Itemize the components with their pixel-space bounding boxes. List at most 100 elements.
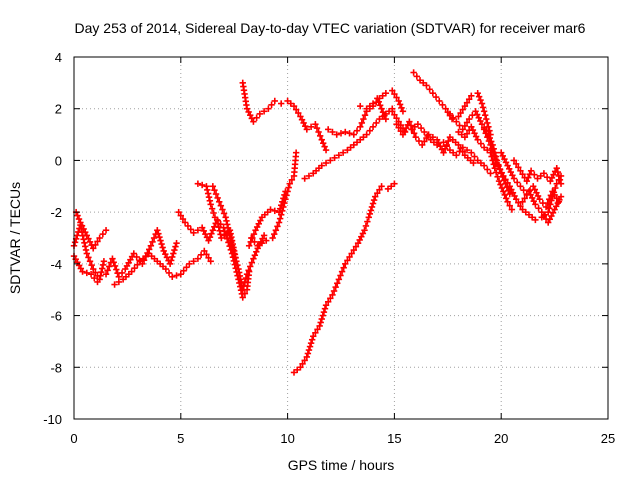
data-point [491,152,498,159]
data-point [110,259,117,266]
data-point [517,167,524,174]
data-point [162,250,169,258]
data-point [475,93,483,100]
x-tick-label: 0 [70,431,77,446]
data-point [172,243,179,250]
data-point [463,130,471,137]
data-point [509,189,517,196]
data-point [304,350,312,357]
data-point [532,216,539,224]
data-point [334,280,341,287]
data-point [521,195,528,202]
data-point [128,268,135,275]
data-point [544,219,552,226]
data-point [361,111,369,119]
data-point [484,166,491,173]
data-point [342,260,349,268]
data-point [175,208,182,216]
data-point [435,139,442,147]
data-point [208,230,215,237]
data-point [322,146,330,154]
data-point [534,192,542,200]
data-point [302,122,309,130]
data-point [115,278,123,286]
data-point [487,141,494,149]
data-point [118,269,126,277]
data-point [360,133,367,141]
data-point [91,274,98,282]
data-point [272,227,280,234]
y-tick-label: 2 [55,102,62,117]
data-point [488,145,496,152]
data-point [181,219,189,226]
data-point [274,223,281,230]
data-point [393,94,400,101]
plot-frame [73,56,609,420]
data-point [312,121,319,128]
data-point [353,127,361,134]
data-point [111,262,119,270]
data-point [198,224,206,231]
data-point [317,319,324,326]
data-point [549,209,557,216]
x-tick-label: 5 [177,431,184,446]
data-point [82,243,89,250]
data-point [227,235,234,242]
data-point [330,287,338,295]
data-point [382,115,390,123]
data-point [255,220,262,227]
data-point [510,157,518,164]
data-point [211,214,219,221]
data-point [421,128,428,136]
data-point [83,269,91,277]
data-point [393,121,400,128]
data-point [391,180,398,187]
data-point [480,126,488,133]
data-point [234,261,241,269]
data-point [329,291,336,299]
data-point [335,152,343,159]
data-point [204,190,212,197]
data-point [179,215,187,223]
data-point [271,230,278,238]
data-point [239,294,246,301]
data-point [301,357,308,364]
data-point [502,195,510,202]
data-point [350,131,358,138]
data-point [393,114,400,122]
data-point [290,102,298,110]
data-point [465,115,473,123]
data-point [420,79,427,87]
data-point [443,141,450,149]
data-point [314,326,321,333]
data-point [228,239,235,246]
data-point [327,157,334,164]
data-point [204,186,211,194]
data-point [247,111,254,119]
data-point [147,242,155,249]
data-point [303,353,311,361]
data-point [229,246,237,253]
data-point [541,211,549,218]
data-point [250,230,258,238]
data-point [441,145,449,152]
data-point [194,180,202,187]
data-point [373,119,380,127]
data-point [482,130,489,137]
data-point [514,179,521,186]
data-point [473,111,481,118]
data-point [376,115,383,123]
data-point [357,123,364,131]
data-point [492,156,499,163]
data-point [504,198,511,205]
data-point [478,121,486,128]
data-points [70,69,565,376]
data-point [505,187,512,194]
data-point [361,227,368,234]
data-point [546,216,553,223]
data-point [197,251,205,259]
data-point [489,148,497,156]
data-point [426,86,433,93]
data-point [437,143,444,150]
data-point [299,360,306,368]
